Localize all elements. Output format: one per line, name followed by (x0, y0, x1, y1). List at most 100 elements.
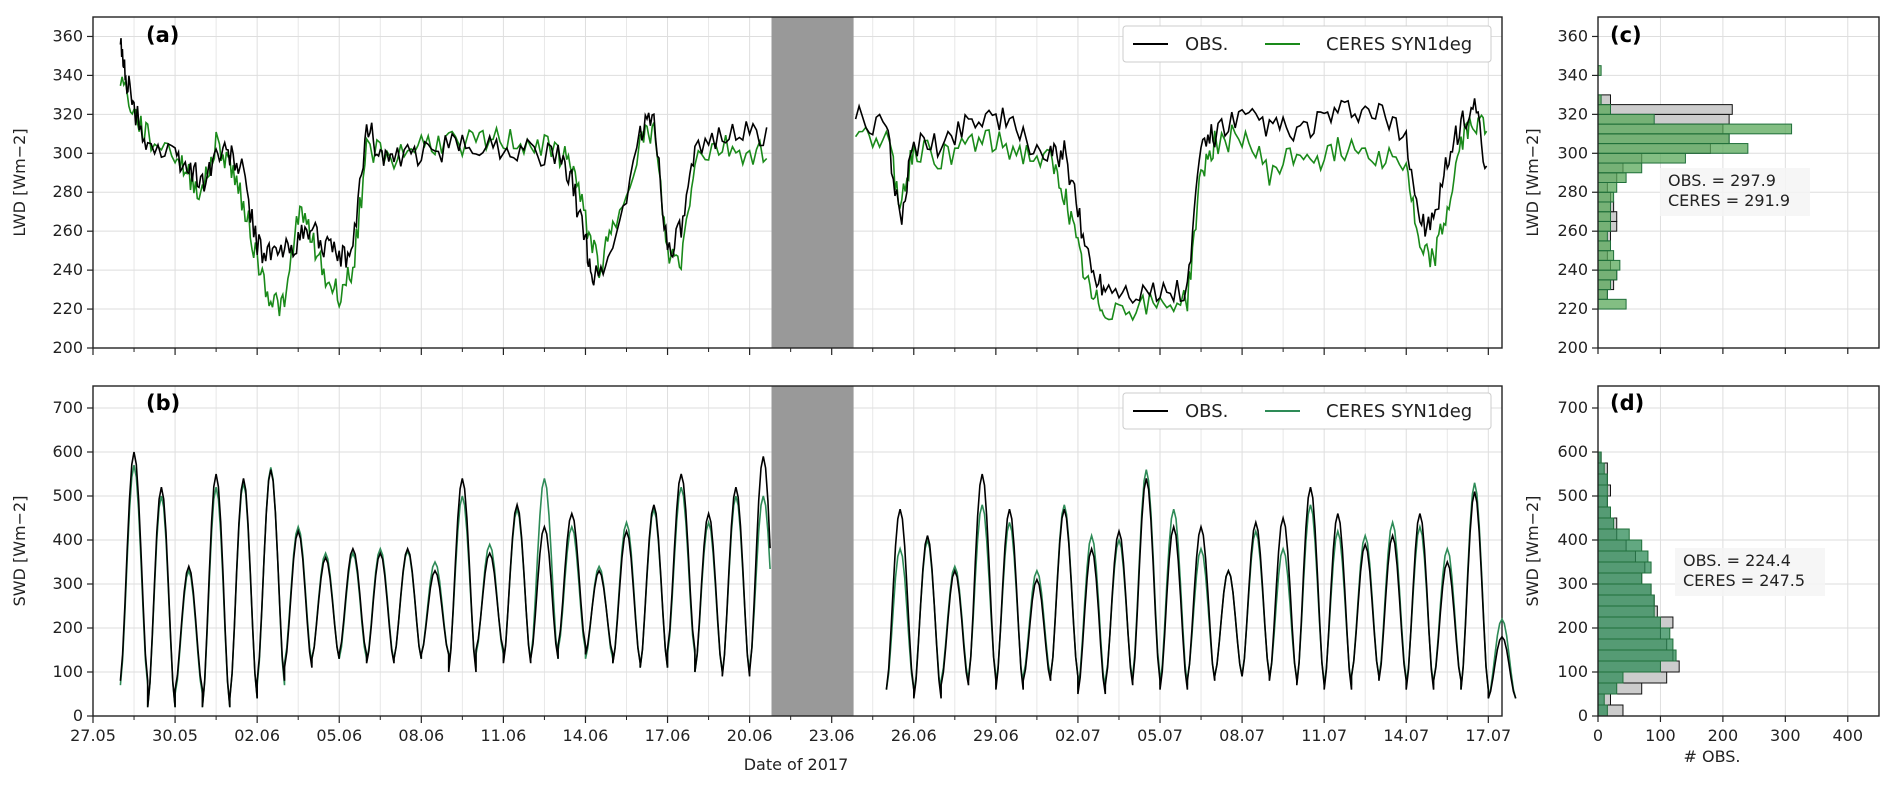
panel-c-bar-ceres (1597, 250, 1615, 261)
stats-c-box (1660, 168, 1810, 216)
panel-c-bar-ceres (1597, 211, 1611, 222)
panel-c-bar-ceres (1597, 220, 1611, 232)
panel-c-ytick-label: 260 (1557, 221, 1588, 240)
panel-d-bar-ceres (1597, 605, 1655, 618)
panel-d-xtick-label: 400 (1833, 726, 1864, 745)
panel-d-bar-ceres (1597, 704, 1608, 717)
panel-d-bar-ceres (1597, 539, 1643, 552)
obs-lwd-line (119, 38, 1488, 305)
panel-c-ytick-label: 300 (1557, 143, 1588, 162)
legend-a-box (1122, 25, 1492, 63)
panel-c-ytick-label: 360 (1557, 26, 1588, 45)
panel-b-xtick-label: 02.06 (234, 726, 280, 745)
panel-b-xtick-label: 05.07 (1137, 726, 1183, 745)
panel-b-xtick-label: 05.06 (316, 726, 362, 745)
panel-d-bar-ceres (1597, 671, 1624, 684)
panel-d-xtick-label: 100 (1645, 726, 1676, 745)
panel-c-ytick-label: 340 (1557, 65, 1588, 84)
panel-b-xtick-label: 11.06 (480, 726, 526, 745)
panel-c-bar-ceres (1597, 152, 1686, 164)
legend-b-obs-label: OBS. (1185, 401, 1228, 422)
stats-d-line-2: CERES = 247.5 (1683, 571, 1805, 590)
panel-d-bar-ceres (1597, 572, 1643, 585)
panel-a-ytick-label: 300 (52, 143, 83, 162)
panel-a-ytick-label: 240 (52, 260, 83, 279)
panel-d-bar-ceres (1597, 583, 1652, 596)
ceres-lwd-line (119, 76, 1488, 322)
panel-c-bar-ceres (1597, 104, 1611, 115)
panel-c-bar-ceres (1597, 230, 1608, 242)
panel-b-xtick-label: 14.06 (563, 726, 609, 745)
time-axis-xlabel: Date of 2017 (744, 755, 849, 774)
panel-b-xtick-label: 08.06 (398, 726, 444, 745)
panel-b-ytick-label: 300 (52, 574, 83, 593)
panel-d-bar-ceres (1597, 495, 1608, 508)
panel-d-ytick-label: 0 (1578, 706, 1588, 725)
panel-d-bar-ceres (1597, 660, 1661, 673)
panel-d-bar-ceres (1597, 517, 1615, 530)
legend-b-box (1122, 392, 1492, 430)
panel-d-ytick-label: 700 (1557, 398, 1588, 417)
panel-d-bar-ceres (1597, 550, 1649, 563)
panel-b: 0 100 200 300 400 500 600 700 27.05 30.05 02.06 05.… (10, 385, 1517, 745)
panel-d-bar-ceres (1597, 649, 1677, 662)
panel-b-frame (92, 385, 1503, 717)
panel-c-bar-ceres (1597, 279, 1611, 291)
obs-swd-line (119, 451, 1517, 708)
panel-b-data-gap (771, 386, 854, 716)
panel-a-data-gap (771, 17, 854, 348)
panel-d-ytick-label: 600 (1557, 442, 1588, 461)
legend-a: OBS. CERES SYN1deg (1122, 25, 1492, 63)
panel-c-label: (c) (1610, 23, 1642, 47)
panel-c-frame (1597, 16, 1880, 349)
panel-c-bar-ceres (1597, 191, 1615, 203)
panel-d-label: (d) (1610, 391, 1644, 415)
panel-d: 0 100 200 300 400 0 100 200 300 400 500 600 700 SWD [… (1523, 385, 1880, 745)
panel-b-ytick-label: 400 (52, 530, 83, 549)
panel-d-xtick-label: 200 (1708, 726, 1739, 745)
panel-a-ylabel: LWD [Wm−2] (10, 128, 29, 236)
panel-c-ytick-label: 240 (1557, 260, 1588, 279)
panel-d-bar-ceres (1597, 616, 1661, 629)
panel-d-ytick-label: 500 (1557, 486, 1588, 505)
panel-d-ylabel: SWD [Wm−2] (1523, 496, 1542, 607)
panel-b-ytick-label: 200 (52, 618, 83, 637)
panel-d-ytick-label: 400 (1557, 530, 1588, 549)
panel-b-xtick-label: 02.07 (1055, 726, 1101, 745)
stats-d-line-1: OBS. = 224.4 (1683, 551, 1791, 570)
panel-a-ytick-label: 340 (52, 65, 83, 84)
panel-a-label: (a) (146, 23, 179, 47)
panel-d-bar-ceres (1597, 528, 1630, 541)
panel-d-bar-ceres (1597, 484, 1608, 497)
panel-c-bar-ceres (1597, 269, 1618, 281)
stats-c: OBS. = 297.9 CERES = 291.9 (1660, 168, 1810, 216)
panel-c-bar-ceres (1597, 298, 1627, 310)
panel-b-ytick-label: 600 (52, 442, 83, 461)
legend-b-ceres-label: CERES SYN1deg (1326, 401, 1472, 422)
panel-d-bar-ceres (1597, 594, 1655, 607)
stats-c-line-1: OBS. = 297.9 (1668, 171, 1776, 190)
panel-c-bar-ceres (1597, 113, 1655, 125)
panel-d-xtick-label: 300 (1770, 726, 1801, 745)
panel-c: 200 220 240 260 280 300 320 340 360 LWD [Wm−2] (1523, 16, 1880, 357)
panel-c-bar-ceres (1597, 289, 1608, 300)
panel-b-ytick-label: 100 (52, 662, 83, 681)
panel-d-bar-ceres (1597, 506, 1611, 519)
panel-b-xtick-label: 29.06 (973, 726, 1019, 745)
panel-b-xtick-label: 17.07 (1465, 726, 1511, 745)
panel-d-bar-ceres (1597, 682, 1618, 695)
legend-a-ceres-label: CERES SYN1deg (1326, 34, 1472, 55)
panel-c-bar-ceres (1597, 162, 1643, 174)
panel-a-ytick-label: 280 (52, 182, 83, 201)
panel-c-bar-ceres (1597, 143, 1749, 154)
panel-c-ylabel: LWD [Wm−2] (1523, 128, 1542, 236)
panel-b-ytick-label: 500 (52, 486, 83, 505)
panel-d-frame (1597, 385, 1880, 717)
panel-c-bar-ceres (1597, 133, 1730, 145)
panel-c-bar-ceres (1597, 259, 1621, 271)
panel-b-xtick-label: 17.06 (645, 726, 691, 745)
panel-c-bar-ceres (1597, 172, 1627, 184)
panel-b-ytick-label: 700 (52, 398, 83, 417)
panel-a-ytick-label: 200 (52, 338, 83, 357)
